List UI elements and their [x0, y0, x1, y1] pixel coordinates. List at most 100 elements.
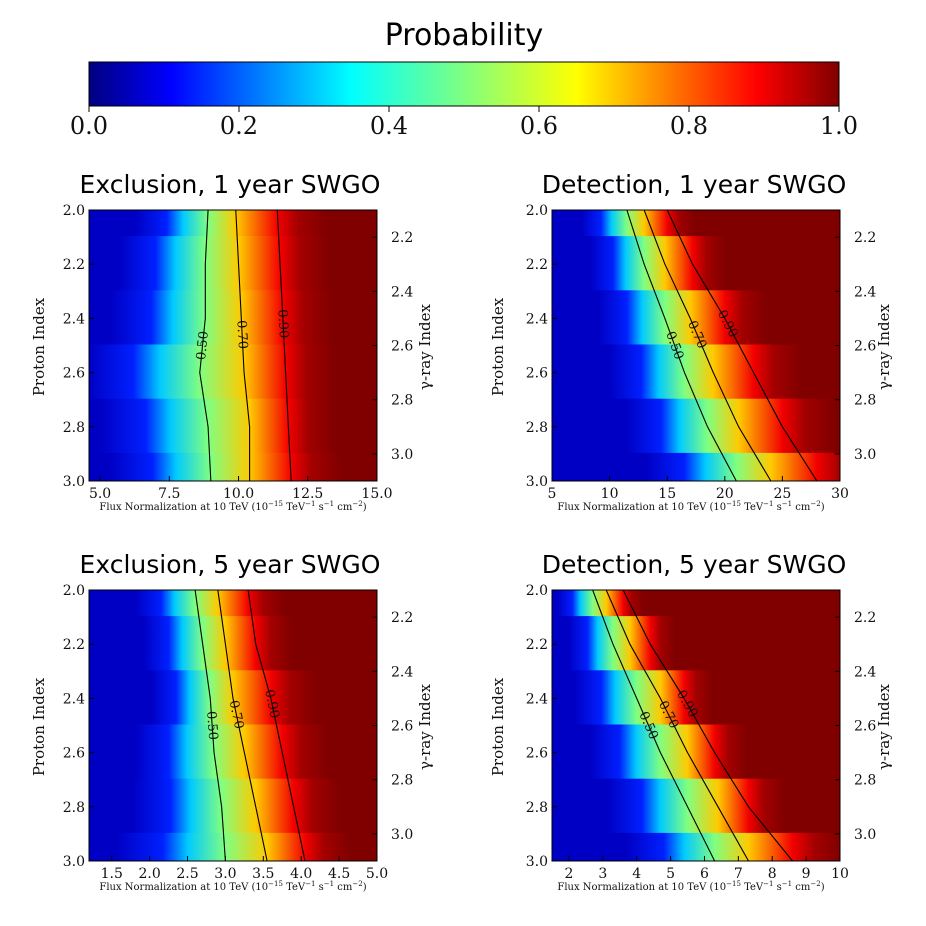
y-tick-label: 2.4 — [526, 311, 548, 327]
colorbar-ticks: 0.0 0.2 0.4 0.6 0.8 1.0 — [70, 106, 858, 140]
panel-title: Exclusion, 5 year SWGO — [80, 550, 381, 579]
heatmap-band — [89, 590, 377, 619]
heatmap-band — [89, 344, 377, 401]
heatmap-band — [89, 290, 377, 347]
contour-label: 0.90 — [261, 688, 282, 719]
y2-tick-label: 2.4 — [391, 284, 413, 300]
y-tick-label: 3.0 — [63, 854, 85, 870]
heatmap-field — [552, 590, 840, 861]
panel-title: Detection, 5 year SWGO — [542, 550, 847, 579]
heatmap-band — [552, 452, 840, 481]
x-axis-label: Flux Normalization at 10 TeV (10−15 TeV−… — [557, 500, 824, 513]
y2-tick-label: 2.8 — [391, 773, 413, 789]
x-axis-label: Flux Normalization at 10 TeV (10−15 TeV−… — [99, 880, 366, 893]
x-tick-label: 2 — [564, 866, 573, 882]
y2-tick-label: 2.6 — [391, 339, 413, 355]
y2-tick-label: 2.2 — [391, 610, 413, 626]
x-tick-label: 4 — [632, 866, 641, 882]
y2-tick-label: 3.0 — [854, 447, 876, 463]
y2-tick-label: 2.8 — [854, 393, 876, 409]
colorbar-tick-label: 0.0 — [70, 112, 108, 140]
contour-line-0.50 — [592, 590, 716, 861]
x-tick-label: 12.5 — [292, 486, 323, 502]
x-tick-label: 5.0 — [366, 866, 388, 882]
y-tick-label: 2.4 — [63, 691, 85, 707]
y-tick-label: 2.2 — [63, 257, 85, 273]
x-tick-label: 25 — [773, 486, 791, 502]
panel-title: Exclusion, 1 year SWGO — [80, 170, 381, 199]
contour-line-0.70 — [605, 590, 749, 861]
y2-tick-label: 2.4 — [854, 284, 876, 300]
y2-axis-label: γ-ray Index — [875, 684, 893, 770]
y2-tick-label: 2.2 — [391, 230, 413, 246]
contour-label: 0.70 — [226, 699, 247, 730]
y2-tick-label: 3.0 — [391, 827, 413, 843]
panel-title: Detection, 1 year SWGO — [542, 170, 847, 199]
contour-line-0.90 — [247, 590, 306, 861]
x-tick-label: 15.0 — [361, 486, 392, 502]
heatmap-band — [552, 670, 840, 727]
y-tick-label: 3.0 — [526, 854, 548, 870]
y-tick-label: 2.8 — [63, 420, 85, 436]
contour-line-0.90 — [276, 210, 292, 481]
x-tick-label: 5 — [548, 486, 557, 502]
y-axis-label: Proton Index — [489, 297, 507, 396]
y-tick-label: 2.2 — [526, 257, 548, 273]
x-tick-label: 10 — [601, 486, 619, 502]
x-axis-label: Flux Normalization at 10 TeV (10−15 TeV−… — [557, 880, 824, 893]
contour-line-0.90 — [622, 590, 793, 861]
x-tick-label: 6 — [700, 866, 709, 882]
x-tick-label: 7.5 — [158, 486, 180, 502]
x-tick-label: 5.0 — [89, 486, 111, 502]
y2-tick-label: 2.2 — [854, 230, 876, 246]
contour-label: 0.70 — [233, 320, 249, 350]
panel-exclusion-5yr: Exclusion, 5 year SWGO Flux Normalizatio… — [30, 550, 434, 893]
y-axis-label: Proton Index — [30, 677, 48, 776]
y-axis-label: Proton Index — [489, 677, 507, 776]
y2-tick-label: 2.4 — [854, 664, 876, 680]
y-tick-label: 2.6 — [526, 366, 548, 382]
y-tick-label: 2.8 — [526, 420, 548, 436]
panel-exclusion-1yr: Exclusion, 1 year SWGO Flux Normalizatio… — [30, 170, 434, 513]
heatmap-band — [552, 398, 840, 455]
y2-tick-label: 2.8 — [854, 773, 876, 789]
contour-label: 0.90 — [274, 309, 290, 339]
y-tick-label: 2.0 — [63, 203, 85, 219]
y2-tick-label: 2.2 — [854, 610, 876, 626]
x-tick-label: 15 — [658, 486, 676, 502]
y-tick-label: 2.6 — [63, 746, 85, 762]
y-tick-label: 2.0 — [526, 203, 548, 219]
contour-line-0.70 — [235, 210, 251, 481]
heatmap-field — [89, 210, 377, 481]
heatmap-band — [89, 398, 377, 455]
heatmap-band — [89, 236, 377, 293]
y2-axis-label: γ-ray Index — [416, 684, 434, 770]
y-tick-label: 3.0 — [526, 474, 548, 490]
contour-label: 0.50 — [194, 330, 212, 360]
y2-tick-label: 3.0 — [854, 827, 876, 843]
contour-line-0.50 — [199, 210, 212, 481]
heatmap-band — [552, 210, 840, 239]
x-tick-label: 3 — [598, 866, 607, 882]
heatmap-band — [89, 724, 377, 781]
colorbar-title: Probability — [385, 18, 544, 53]
heatmap-band — [552, 236, 840, 293]
y-tick-label: 2.0 — [526, 583, 548, 599]
heatmap-band — [89, 452, 377, 481]
colorbar-tick-label: 0.8 — [670, 112, 708, 140]
y2-axis-label: γ-ray Index — [875, 304, 893, 390]
heatmap-field — [89, 590, 377, 861]
contour-label: 0.50 — [203, 711, 220, 741]
x-tick-label: 2.0 — [138, 866, 160, 882]
heatmap-band — [89, 210, 377, 239]
x-tick-label: 1.5 — [101, 866, 123, 882]
y2-axis-label: γ-ray Index — [416, 304, 434, 390]
heatmap-band — [552, 724, 840, 781]
y2-tick-label: 2.6 — [854, 719, 876, 735]
y-tick-label: 2.4 — [526, 691, 548, 707]
heatmap-band — [89, 832, 377, 861]
y-tick-label: 2.0 — [63, 583, 85, 599]
y2-tick-label: 2.6 — [391, 719, 413, 735]
x-tick-label: 7 — [734, 866, 743, 882]
y2-tick-label: 2.4 — [391, 664, 413, 680]
